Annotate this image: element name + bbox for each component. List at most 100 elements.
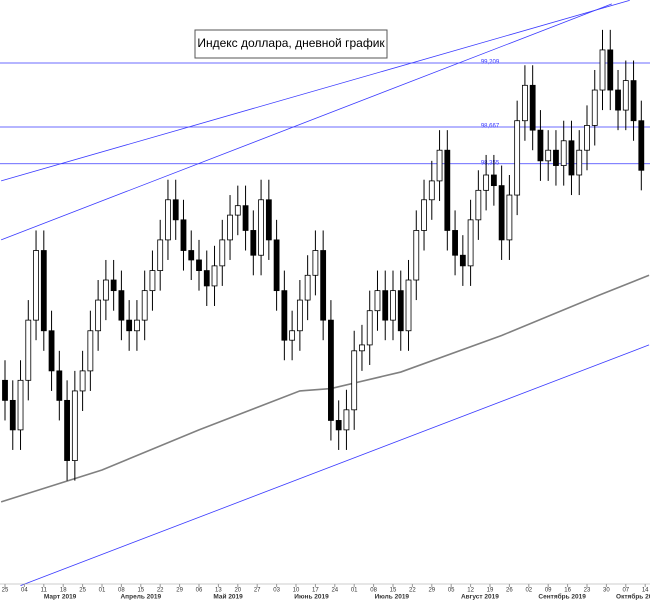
- candle-body: [622, 80, 629, 111]
- x-tick-label: 02: [525, 588, 532, 594]
- candle-body: [498, 185, 505, 241]
- month-label: Июль 2019: [375, 594, 410, 600]
- x-tick-label: 15: [137, 588, 144, 594]
- x-tick-label: 29: [428, 588, 435, 594]
- x-tick-label: 01: [351, 588, 358, 594]
- candle-body: [71, 390, 78, 461]
- candle-body: [584, 125, 590, 151]
- candle-body: [475, 189, 482, 221]
- candle-body: [110, 279, 117, 292]
- candle-body: [452, 230, 458, 256]
- candle-body: [560, 140, 567, 166]
- x-tick-label: 17: [312, 588, 319, 594]
- candle-body: [591, 89, 598, 126]
- candle-body: [87, 330, 94, 372]
- x-tick-label: 09: [545, 588, 552, 594]
- candle-body: [304, 274, 311, 301]
- candle-body: [529, 84, 536, 131]
- x-tick-label: 24: [331, 588, 338, 594]
- candle-body: [33, 250, 39, 321]
- month-label: Июнь 2019: [294, 594, 329, 600]
- candle-body: [48, 330, 55, 372]
- x-tick-label: 23: [584, 588, 591, 594]
- candle-body: [374, 290, 381, 312]
- chart-title: Индекс доллара, дневной график: [197, 36, 385, 50]
- x-tick-label: 05: [448, 588, 455, 594]
- candle-body: [95, 299, 102, 332]
- x-tick-label: 18: [60, 588, 67, 594]
- candle-body: [459, 254, 466, 267]
- x-tick-label: 25: [79, 588, 86, 594]
- trend-line: [20, 344, 650, 587]
- x-tick-label: 12: [467, 588, 474, 594]
- candle-body: [335, 420, 342, 431]
- candle-body: [149, 270, 156, 292]
- candle-body: [242, 205, 249, 231]
- candle-body: [359, 344, 365, 352]
- candle-body: [258, 199, 264, 256]
- candle-body: [397, 290, 404, 332]
- candle-body: [599, 49, 606, 91]
- x-tick-label: 30: [603, 588, 610, 594]
- candle-body: [25, 319, 32, 381]
- candle-body: [219, 239, 226, 267]
- candle-body: [576, 149, 583, 176]
- candle-body: [64, 399, 70, 461]
- month-label: Август 2019: [461, 594, 499, 600]
- candle-body: [157, 239, 164, 271]
- candle-body: [630, 80, 637, 122]
- month-label: Сентябрь 2019: [538, 593, 586, 600]
- candle-body: [615, 89, 621, 111]
- x-tick-label: 03: [273, 588, 280, 594]
- candle-body: [118, 290, 125, 321]
- x-tick-label: 22: [409, 588, 416, 594]
- candle-body: [9, 399, 16, 431]
- x-tick-label: 06: [196, 588, 203, 594]
- candle-body: [2, 379, 8, 401]
- candle-body: [607, 49, 614, 91]
- trend-line: [1, 0, 630, 182]
- candle-body: [405, 279, 412, 332]
- candle-body: [234, 205, 241, 216]
- candle-body: [382, 290, 389, 321]
- x-tick-label: 19: [487, 588, 494, 594]
- x-tick-label: 26: [506, 588, 513, 594]
- x-tick-label: 29: [176, 588, 183, 594]
- x-tick-label: 08: [118, 588, 125, 594]
- candle-body: [483, 174, 490, 191]
- candle-body: [638, 120, 645, 171]
- candle-body: [180, 219, 187, 251]
- candle-body: [102, 279, 109, 301]
- x-tick-label: 25: [2, 588, 9, 594]
- level-label: 99,209: [481, 60, 500, 66]
- candle-body: [265, 199, 272, 241]
- candle-body: [553, 149, 559, 166]
- candle-body: [428, 180, 435, 201]
- candle-body: [343, 409, 350, 431]
- candle-body: [126, 319, 133, 332]
- month-label: Май 2019: [213, 593, 243, 600]
- candle-body: [320, 250, 327, 321]
- candle-body: [289, 330, 296, 341]
- x-tick-label: 01: [99, 588, 106, 594]
- candle-body: [490, 174, 497, 187]
- x-tick-label: 11: [41, 588, 48, 594]
- candle-body: [390, 290, 396, 321]
- candle-body: [250, 230, 257, 256]
- candle-body: [40, 250, 47, 332]
- candle-body: [227, 214, 233, 241]
- month-label: Октябрь 2019: [616, 593, 650, 600]
- candle-body: [134, 319, 140, 332]
- month-label: Март 2019: [44, 594, 77, 600]
- candle-body: [281, 290, 288, 341]
- candle-body: [421, 199, 427, 231]
- candle-body: [537, 129, 544, 162]
- candle-body: [203, 270, 210, 287]
- candle-body: [568, 140, 575, 176]
- x-tick-label: 08: [370, 588, 377, 594]
- candle-body: [141, 290, 148, 321]
- level-label: 98,667: [481, 124, 500, 130]
- candle-body: [545, 149, 552, 162]
- candle-body: [79, 370, 86, 392]
